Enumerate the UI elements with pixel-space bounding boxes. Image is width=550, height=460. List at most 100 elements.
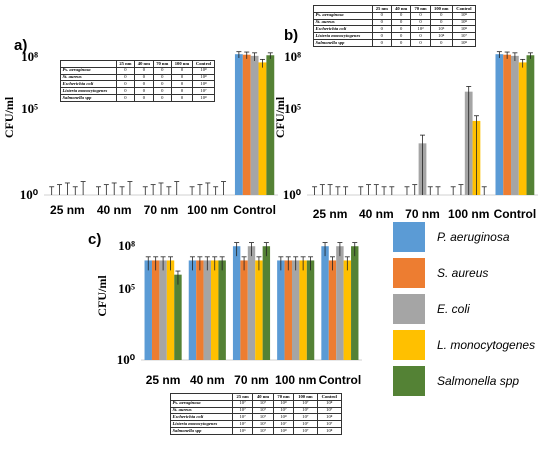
y-tick-label: 10⁸: [284, 49, 301, 64]
bar: [503, 54, 512, 196]
table-row: Escherichia coli 10⁷ 10⁷ 10⁸ 10⁷ 10⁸: [170, 413, 343, 422]
table-cell: 10⁸: [191, 80, 216, 89]
table-cell: 0: [134, 94, 154, 102]
table-row: Ps. aeruginosa 10⁷ 10⁷ 10⁸ 10⁷ 10⁸: [170, 399, 343, 408]
table-row-label: St. aureus: [170, 406, 233, 415]
table-cell: 10⁷: [272, 420, 295, 429]
table-row: Salmonella spp 0 0 0 0 10⁸: [60, 94, 216, 102]
table-cell: 10⁷: [231, 413, 254, 422]
legend-item: L. monocytogenes: [393, 330, 543, 360]
x-tick-label: 40 nm: [190, 373, 225, 387]
table-cell: 0: [134, 73, 154, 82]
bar: [291, 260, 300, 360]
table-row: Escherichia coli 0 0 0 0 10⁸: [60, 80, 216, 89]
table-cell: 0: [429, 39, 453, 47]
panel-label: c): [88, 231, 101, 248]
table-cell: 10⁷: [252, 406, 274, 415]
x-tick-label: 25 nm: [313, 207, 348, 221]
legend-item: P. aeruginosa: [393, 222, 543, 252]
table-cell: 10⁶: [231, 427, 254, 435]
table-cell: 10⁷: [252, 399, 274, 408]
bar: [526, 55, 535, 196]
table-row: St. aureus 0 0 0 0 10⁸: [313, 18, 477, 27]
table-panel-c: 25 nm 40 nm 70 nm 100 nm Control Ps. aerugino…: [170, 393, 343, 435]
table-cell: 0: [152, 94, 172, 102]
table-row-label: Listeria monocytogenes: [170, 420, 233, 429]
bar: [144, 260, 152, 360]
table-cell: 0: [115, 80, 136, 89]
table-header-cell: 25 nm: [115, 60, 136, 68]
x-tick-label: 100 nm: [187, 203, 228, 217]
table-panel-b: 25 nm 40 nm 70 nm 100 nm Control Ps. aerugino…: [313, 5, 477, 47]
table-cell: 10⁷: [252, 427, 274, 435]
table-cell: 0: [410, 39, 431, 47]
table-cell: 0: [115, 87, 136, 96]
bar: [203, 260, 212, 360]
table-row-label: Salmonella spp: [170, 427, 233, 435]
table-row-label: St. aureus: [60, 73, 117, 82]
y-tick-label: 10⁵: [284, 101, 301, 116]
table-cell: 10⁸: [191, 73, 216, 82]
table-row: Salmonella spp 10⁶ 10⁷ 10⁸ 10⁷ 10⁸: [170, 427, 343, 435]
table-cell: 0: [371, 39, 392, 47]
y-tick-label: 10⁰: [283, 187, 302, 202]
table-row: Escherichia coli 0 0 10³ 10⁶ 10⁸: [313, 25, 477, 34]
table-header-cell: 70 nm: [410, 5, 431, 13]
table-cell: 0: [152, 87, 172, 96]
table-cell: 10⁷: [252, 413, 274, 422]
table-row-label: Listeria monocytogenes: [60, 87, 117, 96]
table-cell: 0: [134, 80, 154, 89]
table-cell: 10⁷: [231, 406, 254, 415]
table-cell: 0: [390, 11, 412, 20]
x-tick-label: Control: [233, 203, 276, 217]
bar: [518, 62, 527, 195]
table-cell: 10³: [410, 25, 431, 34]
table-cell: 0: [371, 25, 392, 34]
table-header-cell: 40 nm: [252, 393, 274, 401]
x-tick-label: 100 nm: [275, 373, 316, 387]
bar: [306, 260, 315, 360]
bar: [159, 260, 167, 360]
panel-label: a): [14, 37, 27, 54]
bar: [211, 260, 219, 360]
chart-panel: 10⁰ 10⁵ 10⁸ CFU/ml c) 25 nm 40 nm 70 nm 100 nm Co…: [88, 231, 362, 387]
table-cell: 10⁷: [316, 420, 343, 429]
table-cell: 10⁷: [293, 420, 318, 429]
table-cell: 10⁸: [316, 427, 343, 435]
table-cell: 0: [390, 32, 412, 41]
table-cell: 0: [429, 11, 453, 20]
bar: [247, 246, 256, 360]
bar: [336, 246, 344, 360]
legend-label: Salmonella spp: [437, 374, 520, 388]
table-cell: 10⁷: [293, 406, 318, 415]
table-row-label: Escherichia coli: [313, 25, 373, 34]
table-cell: 0: [390, 25, 412, 34]
table-cell: 0: [170, 80, 193, 89]
x-tick-label: Control: [494, 207, 537, 221]
table-cell: 0: [371, 32, 392, 41]
bar: [234, 54, 243, 195]
table-row: Listeria monocytogenes 0 0 0 10⁴ 10⁷: [313, 32, 477, 41]
table-row: Ps. aeruginosa 0 0 0 0 10⁸: [60, 66, 216, 75]
y-tick-label: 10⁰: [117, 352, 136, 367]
table-cell: 0: [170, 66, 193, 75]
table-cell: 0: [410, 18, 431, 27]
table-cell: 0: [429, 18, 453, 27]
table-cell: 10⁸: [451, 11, 477, 20]
table-row-label: Salmonella spp: [313, 39, 373, 47]
bar: [328, 260, 337, 360]
table-cell: 10⁷: [293, 413, 318, 422]
table-header-cell: Control: [191, 60, 216, 68]
table-header-cell: 40 nm: [390, 5, 412, 13]
y-tick-label: 10⁸: [21, 49, 38, 64]
y-tick-label: 10⁵: [21, 101, 38, 116]
legend-swatch: [393, 222, 425, 252]
bar: [151, 260, 160, 360]
table-cell: 0: [115, 66, 136, 75]
table-cell: 10⁷: [293, 427, 318, 435]
bar: [284, 260, 292, 360]
table-header-cell: 70 nm: [152, 60, 172, 68]
table-header-cell: 100 nm: [293, 393, 318, 401]
bar: [321, 246, 329, 360]
x-tick-label: Control: [319, 373, 362, 387]
